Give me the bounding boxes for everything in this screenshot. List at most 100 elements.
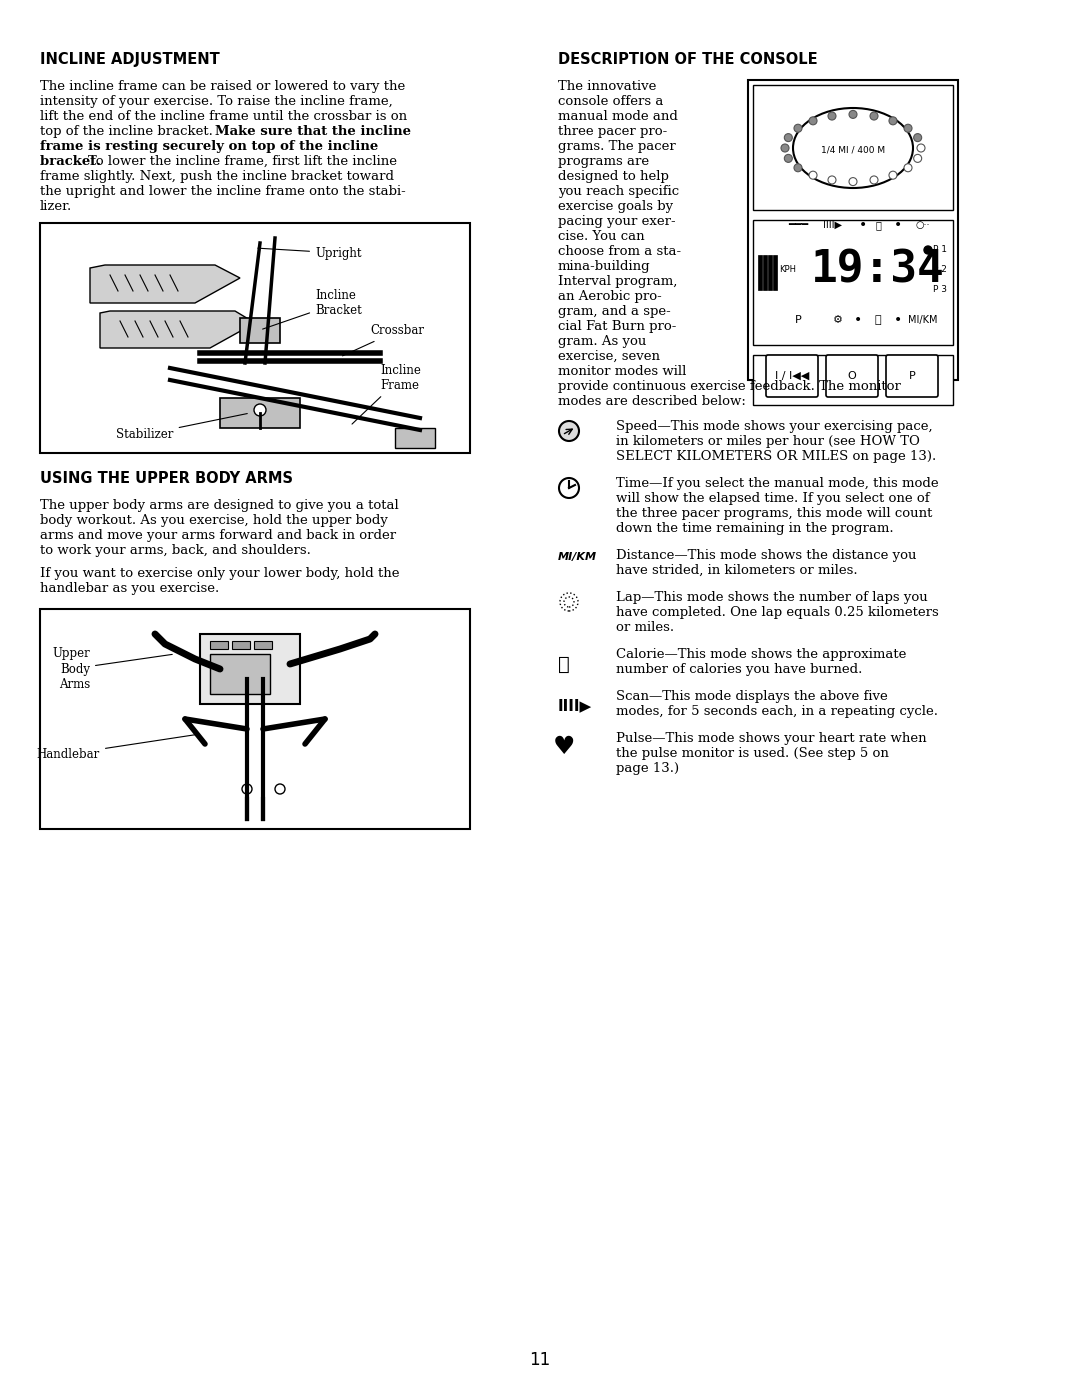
Circle shape <box>849 177 858 186</box>
Text: Upper
Body
Arms: Upper Body Arms <box>52 647 172 690</box>
Text: 11: 11 <box>529 1351 551 1369</box>
Bar <box>254 641 272 650</box>
Text: have completed. One lap equals 0.25 kilometers: have completed. One lap equals 0.25 kilo… <box>616 606 939 619</box>
Circle shape <box>809 172 818 179</box>
Circle shape <box>784 134 793 141</box>
Text: ⚙: ⚙ <box>833 314 843 326</box>
Text: programs are: programs are <box>558 155 649 168</box>
Circle shape <box>242 784 252 793</box>
Text: If you want to exercise only your lower body, hold the: If you want to exercise only your lower … <box>40 567 400 580</box>
Bar <box>40 609 470 828</box>
Text: Pulse—This mode shows your heart rate when: Pulse—This mode shows your heart rate wh… <box>616 732 927 745</box>
Text: MI/KM: MI/KM <box>558 552 597 562</box>
Bar <box>753 85 953 210</box>
Text: exercise goals by: exercise goals by <box>558 200 673 212</box>
Text: manual mode and: manual mode and <box>558 110 678 123</box>
Circle shape <box>781 144 789 152</box>
Text: to work your arms, back, and shoulders.: to work your arms, back, and shoulders. <box>40 543 311 557</box>
Text: the three pacer programs, this mode will count: the three pacer programs, this mode will… <box>616 507 932 520</box>
Circle shape <box>904 124 912 133</box>
Text: Handlebar: Handlebar <box>37 735 198 760</box>
Text: or miles.: or miles. <box>616 622 674 634</box>
Text: MI/KM: MI/KM <box>908 314 937 326</box>
Text: 🔥: 🔥 <box>875 219 881 231</box>
Text: Time—If you select the manual mode, this mode: Time—If you select the manual mode, this… <box>616 476 939 490</box>
Bar <box>395 427 435 448</box>
Bar <box>758 256 762 291</box>
Text: •: • <box>894 218 902 232</box>
FancyBboxPatch shape <box>826 355 878 397</box>
Text: cial Fat Burn pro-: cial Fat Burn pro- <box>558 320 676 332</box>
Text: Incline
Bracket: Incline Bracket <box>262 289 362 330</box>
Bar <box>210 641 228 650</box>
Circle shape <box>275 784 285 793</box>
Text: monitor modes will: monitor modes will <box>558 365 687 379</box>
Text: INCLINE ADJUSTMENT: INCLINE ADJUSTMENT <box>40 52 219 67</box>
Circle shape <box>828 112 836 120</box>
Text: P 2: P 2 <box>933 265 947 274</box>
Bar <box>220 398 300 427</box>
Ellipse shape <box>793 108 913 189</box>
Text: KPH: KPH <box>780 265 797 274</box>
Circle shape <box>870 112 878 120</box>
Text: SELECT KILOMETERS OR MILES on page 13).: SELECT KILOMETERS OR MILES on page 13). <box>616 450 936 462</box>
Circle shape <box>924 246 932 254</box>
Bar <box>773 256 777 291</box>
Text: an Aerobic pro-: an Aerobic pro- <box>558 291 662 303</box>
Text: the pulse monitor is used. (See step 5 on: the pulse monitor is used. (See step 5 o… <box>616 747 889 760</box>
Text: provide continuous exercise feedback. The monitor: provide continuous exercise feedback. Th… <box>558 380 901 393</box>
Text: pacing your exer-: pacing your exer- <box>558 215 676 228</box>
Text: Calorie—This mode shows the approximate: Calorie—This mode shows the approximate <box>616 648 906 661</box>
Circle shape <box>828 176 836 184</box>
Text: P 1: P 1 <box>933 246 947 254</box>
Bar <box>240 319 280 344</box>
Text: handlebar as you exercise.: handlebar as you exercise. <box>40 583 219 595</box>
Circle shape <box>917 144 924 152</box>
Bar <box>40 224 470 453</box>
Text: Upright: Upright <box>258 246 362 260</box>
Text: body workout. As you exercise, hold the upper body: body workout. As you exercise, hold the … <box>40 514 388 527</box>
Text: cise. You can: cise. You can <box>558 231 645 243</box>
Circle shape <box>809 117 818 124</box>
Bar <box>748 80 958 380</box>
Text: number of calories you have burned.: number of calories you have burned. <box>616 664 862 676</box>
Circle shape <box>559 478 579 497</box>
Text: ○··: ○·· <box>916 219 930 231</box>
Text: arms and move your arms forward and back in order: arms and move your arms forward and back… <box>40 529 396 542</box>
Text: •: • <box>854 313 862 327</box>
Text: you reach specific: you reach specific <box>558 184 679 198</box>
Text: I / I◀◀: I / I◀◀ <box>774 372 809 381</box>
Text: down the time remaining in the program.: down the time remaining in the program. <box>616 522 893 535</box>
Text: the upright and lower the incline frame onto the stabi-: the upright and lower the incline frame … <box>40 184 406 198</box>
Text: Scan—This mode displays the above five: Scan—This mode displays the above five <box>616 690 888 703</box>
Text: Incline
Frame: Incline Frame <box>352 365 421 425</box>
Text: gram. As you: gram. As you <box>558 335 646 348</box>
Text: The innovative: The innovative <box>558 80 657 94</box>
Circle shape <box>561 592 578 610</box>
Text: mina-building: mina-building <box>558 260 650 272</box>
Text: The upper body arms are designed to give you a total: The upper body arms are designed to give… <box>40 499 399 511</box>
FancyBboxPatch shape <box>766 355 818 397</box>
Text: •: • <box>859 218 867 232</box>
Text: Make sure that the incline: Make sure that the incline <box>215 124 411 138</box>
Bar <box>232 641 249 650</box>
Text: lift the end of the incline frame until the crossbar is on: lift the end of the incline frame until … <box>40 110 407 123</box>
Text: To lower the incline frame, first lift the incline: To lower the incline frame, first lift t… <box>87 155 397 168</box>
Text: in kilometers or miles per hour (see HOW TO: in kilometers or miles per hour (see HOW… <box>616 434 920 448</box>
Circle shape <box>914 155 921 162</box>
Circle shape <box>904 163 912 172</box>
Text: USING THE UPPER BODY ARMS: USING THE UPPER BODY ARMS <box>40 471 293 486</box>
Circle shape <box>559 420 579 441</box>
Text: IIII▶: IIII▶ <box>558 698 592 714</box>
Circle shape <box>784 155 793 162</box>
Text: 🔥: 🔥 <box>558 655 570 673</box>
Text: IIII▶: IIII▶ <box>824 219 842 231</box>
Bar <box>200 634 300 704</box>
Text: page 13.): page 13.) <box>616 761 679 775</box>
Text: Speed—This mode shows your exercising pace,: Speed—This mode shows your exercising pa… <box>616 420 933 433</box>
Text: O: O <box>848 372 856 381</box>
Text: 19:34: 19:34 <box>811 249 945 292</box>
Text: intensity of your exercise. To raise the incline frame,: intensity of your exercise. To raise the… <box>40 95 393 108</box>
Text: bracket.: bracket. <box>40 155 106 168</box>
Text: gram, and a spe-: gram, and a spe- <box>558 305 671 319</box>
